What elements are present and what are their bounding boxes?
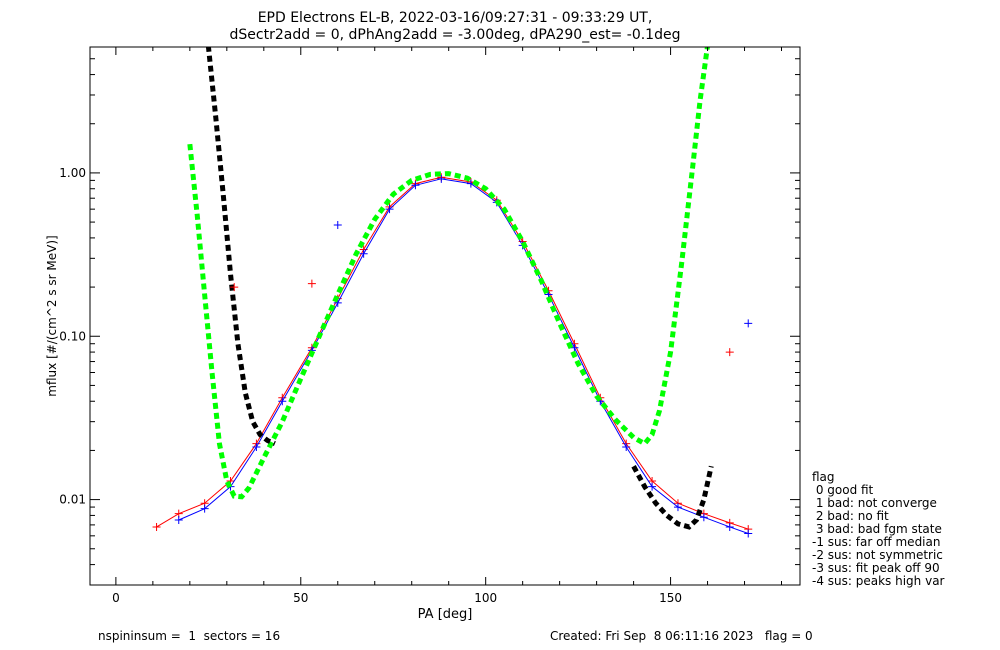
legend-item: -2 sus: not symmetric [812, 548, 943, 562]
footer-right: Created: Fri Sep 8 06:11:16 2023 flag = … [550, 629, 813, 643]
outlier-point [230, 283, 239, 292]
y-tick-label: 0.01 [59, 493, 86, 507]
x-tick-label: 50 [293, 591, 308, 605]
legend-title: flag [812, 470, 835, 484]
series-line [178, 178, 749, 534]
chart-title: EPD Electrons EL-B, 2022-03-16/09:27:31 … [258, 10, 653, 26]
series-0 [152, 173, 753, 534]
x-tick-label: 150 [659, 591, 682, 605]
data-point [174, 516, 183, 524]
outlier-point [333, 220, 342, 229]
series-layer [152, 47, 753, 538]
data-point [725, 522, 734, 531]
legend-item: 0 good fit [812, 483, 874, 497]
data-point [278, 397, 287, 406]
plot-frame [89, 46, 801, 586]
data-point [648, 482, 657, 491]
data-point [385, 205, 394, 214]
y-axis-label: mflux [#/(cm^2 s sr MeV)] [45, 235, 59, 396]
data-point [673, 503, 682, 512]
series-line [205, 47, 276, 446]
axis-layer: 0 50 100 150 0.01 0.10 1.00 [59, 47, 800, 605]
data-point [437, 174, 446, 183]
outlier-point [725, 348, 734, 357]
series-2 [187, 47, 710, 500]
series-line [631, 465, 714, 530]
data-point [411, 181, 420, 190]
legend-item: -4 sus: peaks high var [812, 574, 945, 588]
series-3 [205, 47, 714, 530]
series-line [187, 47, 710, 500]
x-tick-label: 100 [474, 591, 497, 605]
legend-item: 1 bad: not converge [812, 496, 937, 510]
x-tick-label: 0 [112, 591, 120, 605]
data-point [359, 249, 368, 258]
y-tick-label: 0.10 [59, 329, 86, 343]
y-tick-label: 1.00 [59, 166, 86, 180]
legend-item: 2 bad: no fit [812, 509, 889, 523]
legend-item: -3 sus: fit peak off 90 [812, 561, 940, 575]
data-point [622, 442, 631, 451]
legend-item: -1 sus: far off median [812, 535, 940, 549]
data-point [570, 343, 579, 352]
data-point [699, 513, 708, 522]
footer-left: nspininsum = 1 sectors = 16 [98, 629, 280, 643]
legend-item: 3 bad: bad fgm state [812, 522, 942, 536]
outlier-point [307, 279, 316, 288]
series-line [156, 176, 749, 530]
data-point [252, 442, 261, 451]
data-point [200, 504, 209, 513]
x-axis-label: PA [deg] [418, 607, 473, 622]
series-1 [174, 174, 753, 538]
outlier-point [744, 319, 753, 328]
legend: flag 0 good fit 1 bad: not converge 2 ba… [812, 470, 945, 588]
chart-subtitle: dSectr2add = 0, dPhAng2add = -3.00deg, d… [230, 27, 681, 43]
data-point [744, 529, 753, 538]
data-point [152, 522, 161, 531]
